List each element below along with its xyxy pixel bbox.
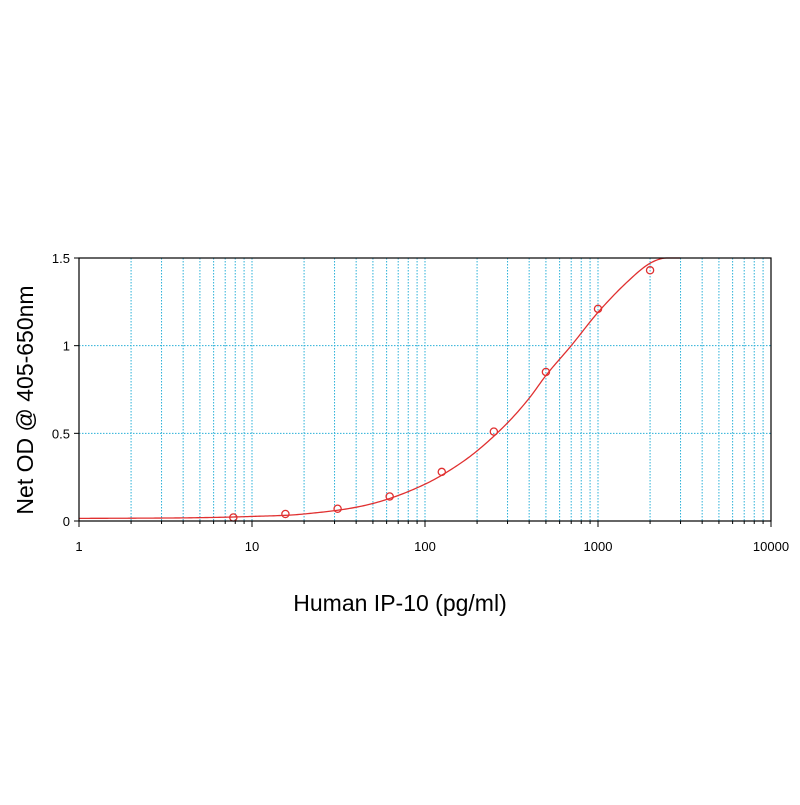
y-tick-label: 1.5 <box>52 251 70 266</box>
x-tick-label: 100 <box>414 539 436 554</box>
data-point <box>541 367 551 377</box>
fitted-curve <box>78 257 681 520</box>
data-point <box>281 509 290 519</box>
tick-layer <box>74 257 772 527</box>
curve-layer <box>78 257 681 520</box>
x-tick-label: 1 <box>75 539 82 554</box>
x-tick-label: 10000 <box>753 539 789 554</box>
data-point <box>489 427 499 436</box>
data-point <box>385 492 394 501</box>
y-tick-label: 1 <box>63 339 70 354</box>
data-point <box>593 304 603 314</box>
y-tick-label: 0 <box>63 514 70 529</box>
x-axis-title: Human IP-10 (pg/ml) <box>293 590 506 616</box>
grid-layer <box>79 258 771 521</box>
plot-frame <box>78 257 772 522</box>
y-tick-label: 0.5 <box>52 426 70 441</box>
point-layer <box>229 266 655 522</box>
y-axis-title: Net OD @ 405-650nm <box>12 285 38 514</box>
x-tick-label: 1000 <box>584 539 613 554</box>
data-point <box>437 467 447 477</box>
label-layer: 1 10 100 1000 10000 0 0.5 1 1.5 <box>52 251 789 554</box>
data-point <box>645 266 655 275</box>
data-point <box>333 504 342 513</box>
x-tick-label: 10 <box>245 539 259 554</box>
